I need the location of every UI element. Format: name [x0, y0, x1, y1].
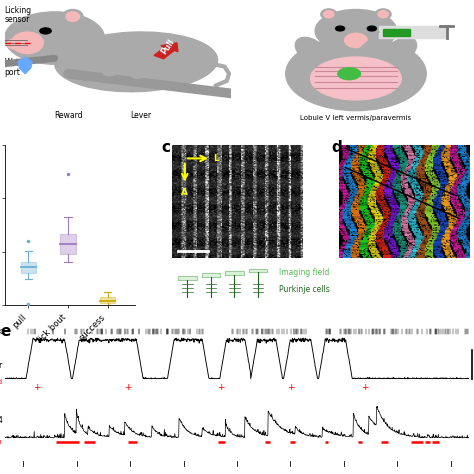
- Text: Lobule V left vermis/paravermis: Lobule V left vermis/paravermis: [301, 115, 411, 121]
- Ellipse shape: [286, 37, 426, 110]
- Text: Water: Water: [5, 58, 27, 67]
- Polygon shape: [178, 276, 197, 280]
- Text: Imaging field: Imaging field: [279, 268, 329, 277]
- Ellipse shape: [63, 9, 83, 24]
- Ellipse shape: [130, 60, 152, 78]
- Text: Licking: Licking: [5, 6, 32, 15]
- Text: Purkinje cells: Purkinje cells: [279, 285, 329, 294]
- Bar: [383, 28, 410, 36]
- Text: +: +: [124, 383, 132, 392]
- Ellipse shape: [101, 55, 126, 76]
- Ellipse shape: [310, 57, 401, 100]
- Text: Pull: Pull: [159, 37, 176, 56]
- Text: Reward: Reward: [54, 111, 82, 120]
- Ellipse shape: [66, 12, 80, 21]
- Text: dCSm: dCSm: [0, 439, 2, 445]
- Text: +: +: [361, 383, 368, 392]
- Text: cell #4: cell #4: [0, 416, 2, 425]
- Ellipse shape: [378, 11, 388, 18]
- Ellipse shape: [375, 9, 391, 19]
- Polygon shape: [225, 271, 244, 275]
- Text: Lever: Lever: [130, 111, 151, 120]
- Text: e: e: [0, 324, 10, 338]
- Text: +: +: [287, 383, 294, 392]
- Polygon shape: [202, 273, 220, 277]
- Bar: [379, 26, 447, 38]
- Circle shape: [367, 26, 376, 31]
- Bar: [60, 234, 76, 254]
- Text: port: port: [5, 68, 20, 77]
- Text: 3: 3: [459, 208, 464, 217]
- FancyArrow shape: [154, 43, 178, 59]
- Text: c: c: [161, 140, 170, 155]
- Text: A: A: [182, 188, 188, 197]
- Ellipse shape: [386, 37, 417, 63]
- Text: +: +: [217, 383, 225, 392]
- Text: 4: 4: [440, 190, 446, 199]
- Ellipse shape: [338, 68, 361, 80]
- Ellipse shape: [11, 32, 43, 54]
- Ellipse shape: [295, 37, 326, 63]
- Text: 2: 2: [459, 165, 464, 174]
- Text: +: +: [34, 383, 41, 392]
- Bar: [20, 262, 36, 273]
- Text: 1: 1: [348, 147, 353, 156]
- Ellipse shape: [321, 9, 337, 19]
- Polygon shape: [249, 269, 267, 273]
- Bar: [100, 297, 116, 303]
- Ellipse shape: [324, 11, 334, 18]
- Text: lick: lick: [0, 327, 2, 336]
- Text: d: d: [331, 140, 342, 155]
- Ellipse shape: [55, 32, 218, 91]
- Circle shape: [5, 12, 104, 64]
- Circle shape: [40, 28, 51, 34]
- Text: L: L: [213, 154, 219, 163]
- Polygon shape: [18, 57, 32, 74]
- Text: reward: reward: [0, 379, 2, 385]
- Text: sensor: sensor: [5, 16, 30, 25]
- Text: lever: lever: [0, 361, 2, 370]
- Ellipse shape: [7, 39, 20, 49]
- Ellipse shape: [345, 33, 367, 47]
- Circle shape: [336, 26, 345, 31]
- Circle shape: [315, 9, 397, 52]
